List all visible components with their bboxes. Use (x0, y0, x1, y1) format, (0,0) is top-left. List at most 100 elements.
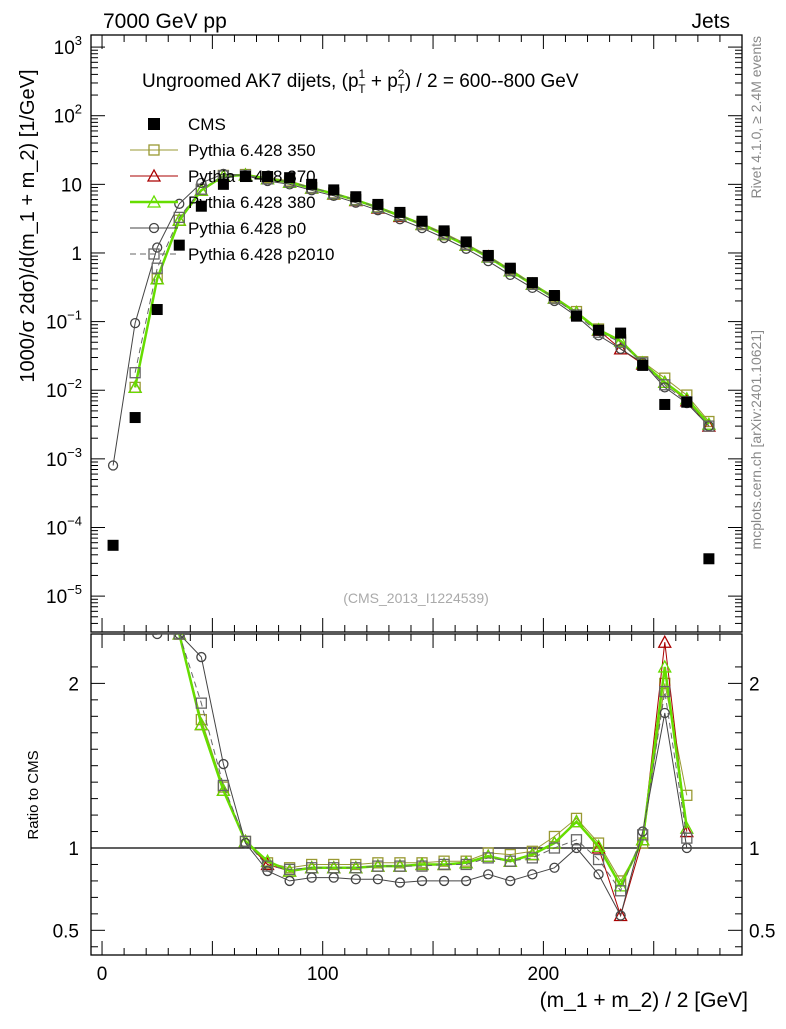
x-tick-label: 100 (307, 964, 339, 985)
series-4-point (151, 262, 163, 274)
legend-marker (148, 222, 160, 234)
ratio-series-3-point (350, 874, 361, 885)
y-tick-label: 10 (61, 175, 82, 196)
legend-label: Pythia 6.428 350 (188, 141, 316, 160)
ratio-series-4-point (328, 862, 340, 874)
ratio-series-1-point (260, 857, 275, 871)
series-3-point (196, 177, 207, 189)
ratio-series-3-point (196, 651, 207, 663)
y-tick-label: 10−4 (46, 513, 82, 539)
y-tick-label: 10−2 (46, 376, 82, 402)
cms-data-point (460, 236, 472, 248)
ratio-series-4-point (195, 697, 207, 709)
y-tick-label: 102 (54, 102, 82, 128)
cms-data-point (593, 324, 605, 336)
ratio-series-4-point (438, 858, 450, 871)
ratio-series-3-point (527, 869, 538, 880)
main-title: Ungroomed AK7 dijets, (p1 T + p2 T) / 2 = … (142, 67, 579, 96)
ratio-series-2-point (569, 814, 584, 828)
cms-data-point (217, 178, 229, 190)
series-3-line (112, 173, 710, 466)
ratio-series-3-point (593, 869, 604, 880)
cms-data-point (570, 310, 582, 322)
main-frame (90, 34, 743, 633)
header-right: Jets (691, 10, 730, 33)
cms-data-point (129, 412, 141, 424)
legend-marker (146, 168, 162, 182)
cms-data-point (107, 539, 119, 551)
cms-data-point (195, 200, 207, 212)
cms-data-point (372, 198, 384, 210)
cms-data-point (284, 172, 296, 184)
legend-label: CMS (188, 115, 226, 134)
series-2-point (150, 271, 165, 285)
ratio-series-4-point (659, 685, 671, 698)
series-4-point (129, 367, 141, 379)
legend-marker (146, 194, 162, 208)
ratio-series-3-point (372, 874, 384, 885)
ratio-series-2-point (525, 847, 540, 861)
ratio-tick-label-right: 2 (749, 674, 760, 695)
series-3-point (129, 317, 141, 329)
ratio-series-3-point (152, 634, 163, 640)
cms-data-point (262, 171, 274, 183)
ratio-series-2-point (194, 717, 209, 731)
ratio-series-4-line (178, 634, 688, 892)
y-tick-label: 10−1 (46, 308, 82, 334)
series-2-point (613, 333, 628, 347)
x-tick-label: 200 (528, 964, 560, 985)
ratio-y-axis-label: Ratio to CMS (25, 750, 42, 839)
cms-data-point (703, 553, 715, 565)
x-tick-label: 0 (97, 964, 108, 985)
ratio-series-1-line (178, 634, 688, 918)
main-plot-area (107, 167, 716, 565)
cms-data-point (637, 359, 649, 371)
ratio-series-3-point (284, 875, 295, 887)
ratio-series-4-point (239, 835, 252, 848)
cms-data-point (504, 262, 516, 274)
ratio-series-4-point (482, 852, 494, 864)
ratio-series-4-point (526, 852, 539, 864)
legend-label: Pythia 6.428 370 (188, 167, 316, 186)
ratio-series-2-point (481, 848, 496, 862)
ratio-tick-label-right: 0.5 (749, 921, 775, 942)
cms-data-point (173, 239, 185, 251)
header-left: 7000 GeV pp (103, 10, 227, 33)
cms-data-point (394, 206, 406, 218)
y-tick-label: 10−5 (46, 582, 82, 608)
series-1-line (134, 174, 710, 427)
side-text-mcplots: mcplots.cern.ch [arXiv:2401.10621] (748, 330, 764, 549)
cms-data-point (438, 225, 450, 237)
legend-marker (148, 248, 160, 260)
ratio-series-3-point (483, 869, 494, 880)
ratio-series-4-point (614, 885, 627, 897)
ratio-series-3-line (157, 634, 688, 917)
legend-marker (148, 144, 160, 156)
series-3-point (174, 198, 185, 209)
ratio-series-4-point (570, 834, 583, 846)
series-2-point (194, 182, 209, 196)
ratio-series-4-point (592, 853, 605, 866)
ratio-series-4-point (681, 832, 693, 844)
ratio-series-3-point (571, 842, 582, 854)
series-4-point (659, 379, 671, 391)
ratio-series-3-point (438, 875, 450, 887)
x-axis-label: (m_1 + m_2) / 2 [GeV] (540, 989, 748, 1012)
ratio-series-2-point (657, 659, 672, 673)
ratio-series-3-point (505, 875, 516, 887)
ratio-series-2-point (414, 857, 430, 871)
y-tick-label: 103 (54, 33, 82, 59)
ratio-frame (90, 633, 743, 956)
ratio-series-2-point (591, 838, 606, 853)
ratio-series-4-point (504, 855, 516, 867)
ratio-series-1-point (657, 634, 672, 648)
series-4-line (134, 174, 710, 427)
cms-data-point (328, 184, 340, 196)
y-tick-label: 1 (71, 244, 82, 265)
ratio-series-3-point (218, 758, 229, 770)
cms-data-point (615, 327, 627, 339)
ratio-tick-label: 2 (68, 674, 79, 695)
y-axis-label: 1000/σ 2dσ)/d(m_1 + m_2) [1/GeV] (17, 69, 39, 382)
series-4-point (195, 183, 207, 195)
